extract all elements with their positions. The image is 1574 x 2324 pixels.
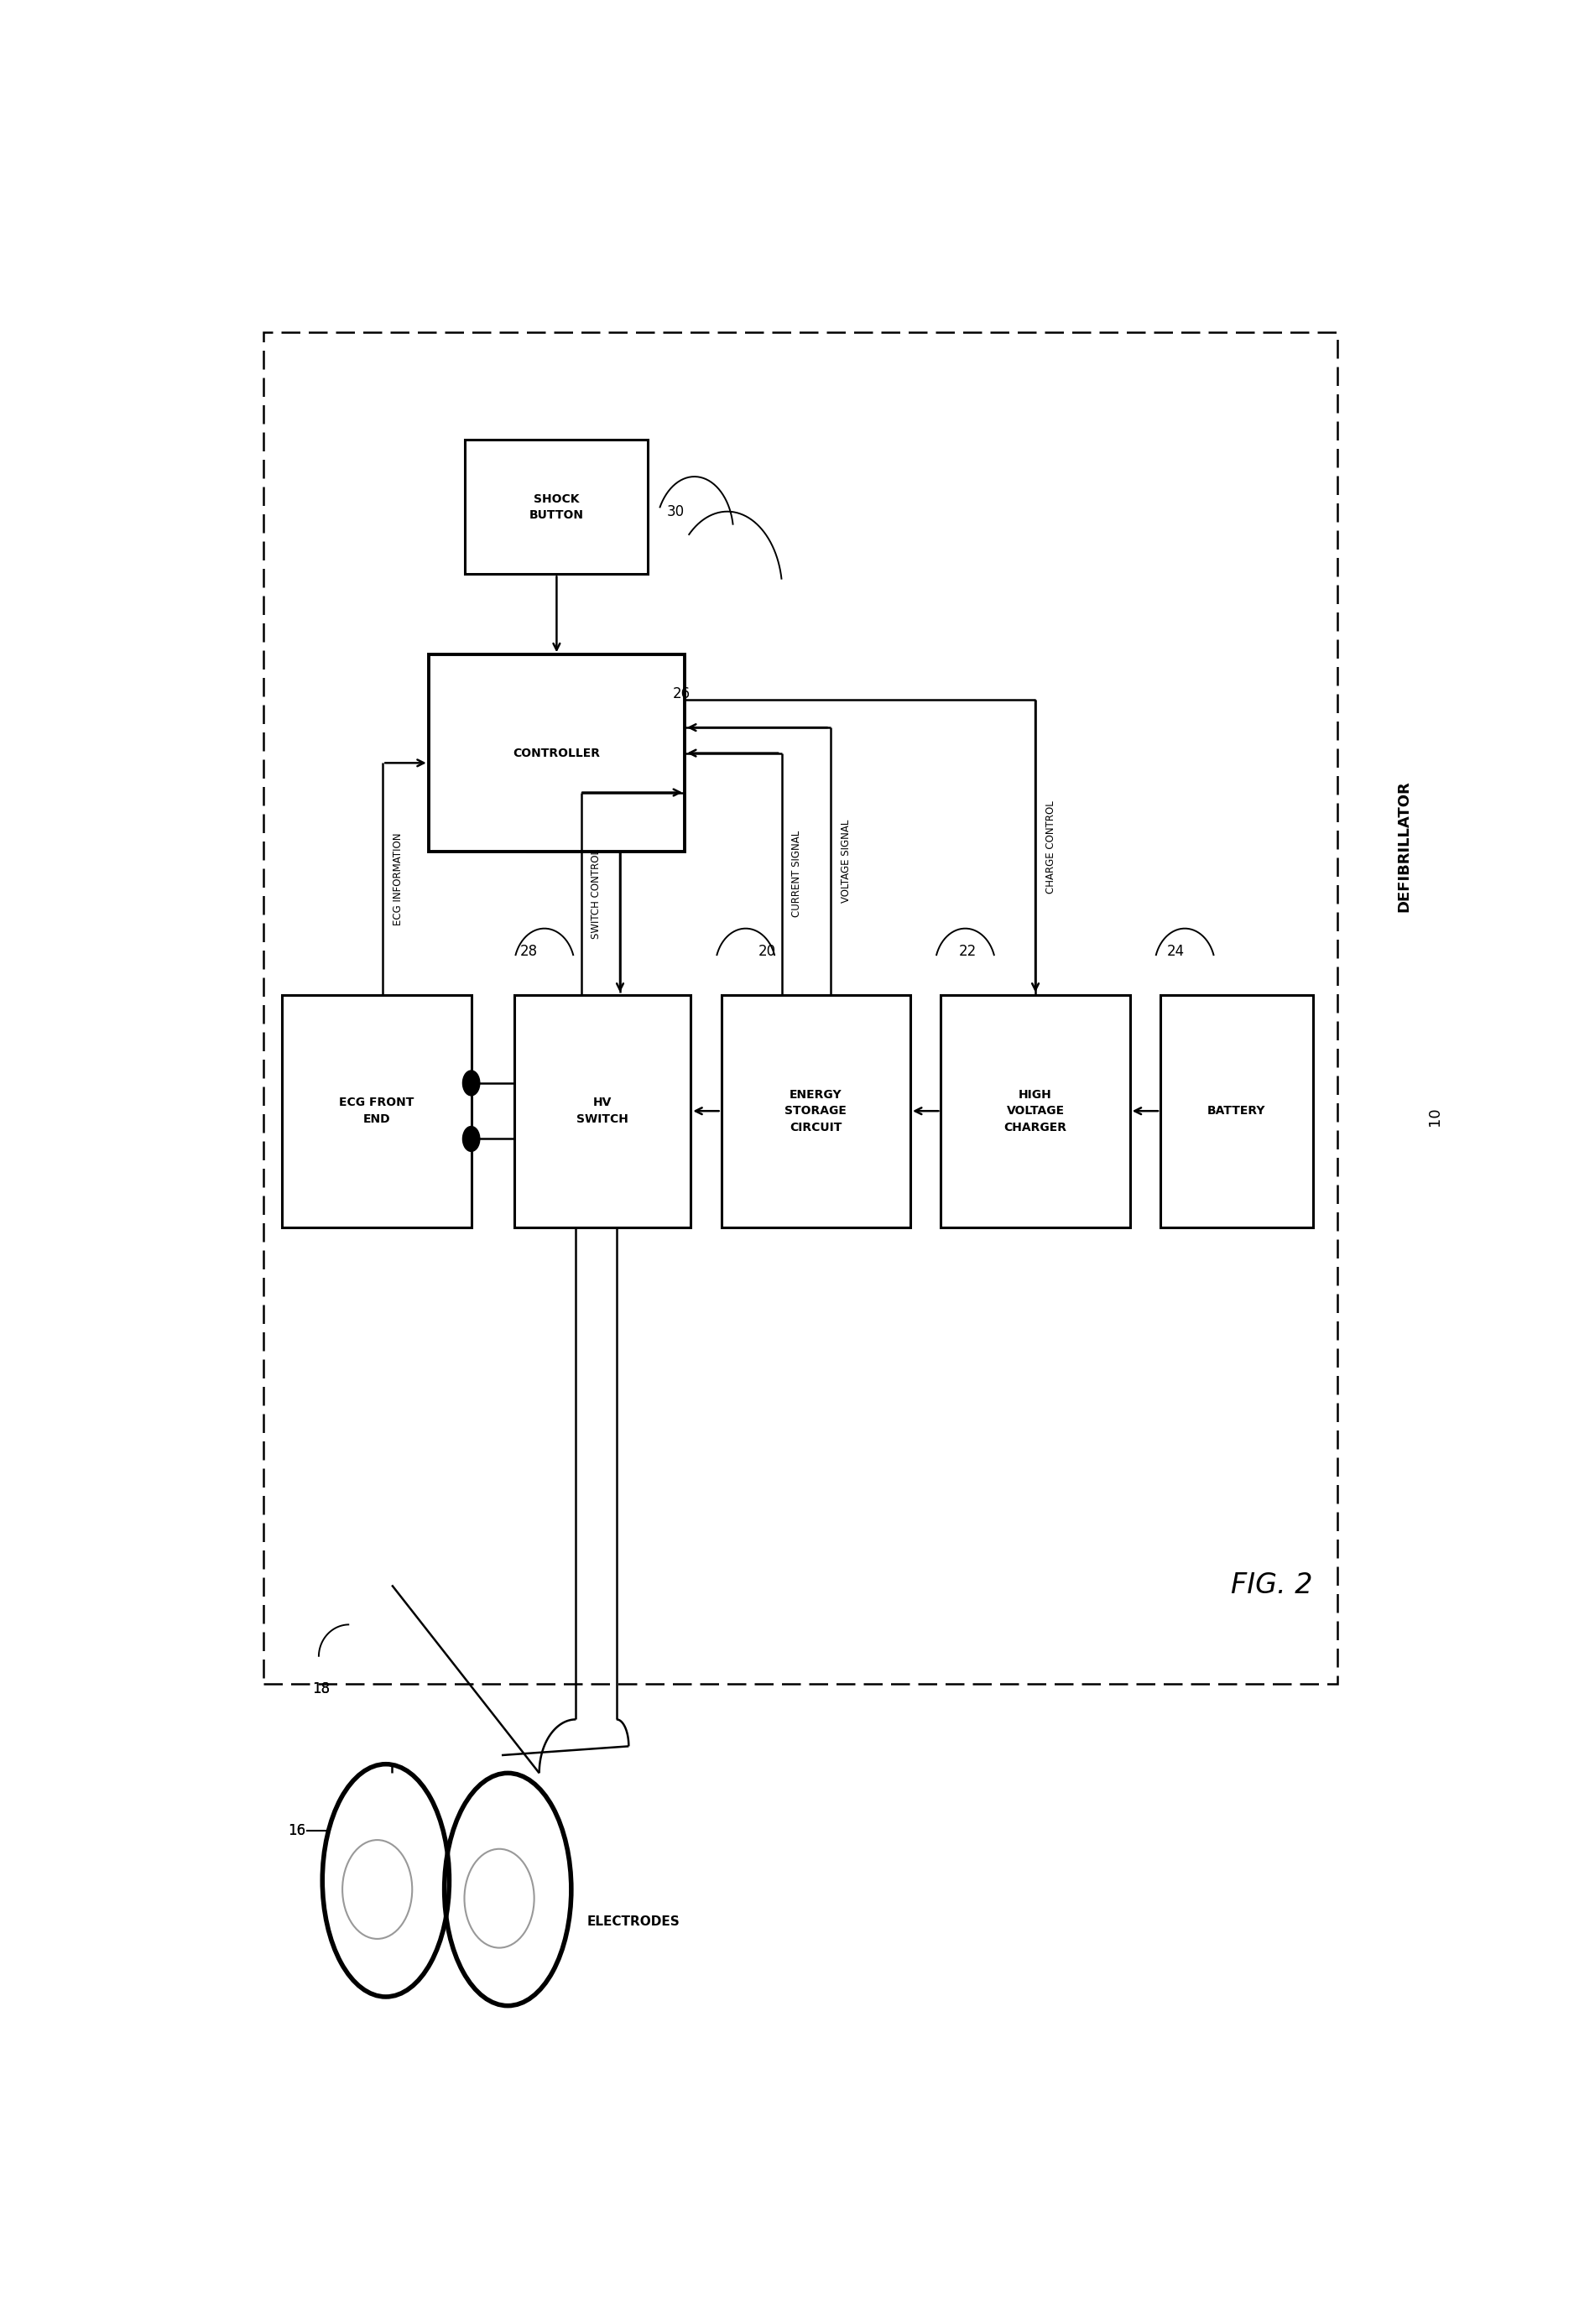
Text: 24: 24 [1166,944,1184,960]
Text: HV
SWITCH: HV SWITCH [576,1097,628,1125]
Text: ECG FRONT
END: ECG FRONT END [338,1097,414,1125]
Text: 20: 20 [759,944,776,960]
Circle shape [463,1071,480,1095]
Text: 18: 18 [313,1683,331,1697]
Circle shape [463,1127,480,1150]
Text: ENERGY
STORAGE
CIRCUIT: ENERGY STORAGE CIRCUIT [785,1088,847,1134]
Text: 16: 16 [288,1822,305,1838]
Bar [941,995,1130,1227]
Text: BATTERY: BATTERY [1207,1106,1265,1118]
Bar [1160,995,1313,1227]
Bar [264,332,1338,1683]
Text: 28: 28 [519,944,538,960]
Text: CHARGE CONTROL: CHARGE CONTROL [1045,802,1056,895]
Text: 26: 26 [672,686,691,702]
Text: 30: 30 [666,504,685,518]
Text: 18: 18 [313,1683,331,1697]
Text: HIGH
VOLTAGE
CHARGER: HIGH VOLTAGE CHARGER [1004,1088,1067,1134]
Text: FIG. 2: FIG. 2 [1231,1571,1313,1599]
Text: CONTROLLER: CONTROLLER [513,748,600,760]
Bar [721,995,910,1227]
Text: 10: 10 [1428,1106,1442,1125]
Text: ECG INFORMATION: ECG INFORMATION [392,832,403,925]
Text: SWITCH CONTROL: SWITCH CONTROL [590,848,601,939]
Text: DEFIBRILLATOR: DEFIBRILLATOR [1396,781,1412,911]
Text: ELECTRODES: ELECTRODES [587,1915,680,1929]
Text: 22: 22 [959,944,977,960]
Text: SHOCK
BUTTON: SHOCK BUTTON [529,493,584,521]
Bar [513,995,691,1227]
Bar [428,655,685,851]
Text: CURRENT SIGNAL: CURRENT SIGNAL [792,830,803,918]
Text: 16: 16 [288,1822,305,1838]
Text: VOLTAGE SIGNAL: VOLTAGE SIGNAL [841,820,852,902]
Bar [466,439,648,574]
Bar [282,995,471,1227]
